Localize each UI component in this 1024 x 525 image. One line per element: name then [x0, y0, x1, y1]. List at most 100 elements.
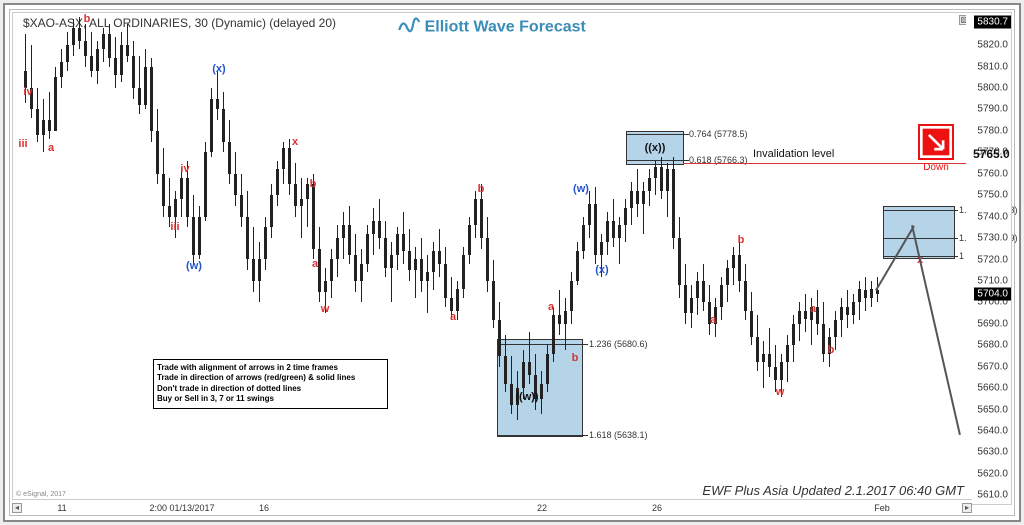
candle — [799, 302, 800, 341]
wave-label: b — [828, 344, 835, 356]
wave-label: a — [450, 311, 456, 323]
candle — [565, 298, 566, 349]
candle — [229, 120, 230, 184]
scroll-left-icon[interactable]: ◂ — [12, 503, 22, 513]
candle — [31, 45, 32, 118]
candle — [55, 67, 56, 127]
ytick: 5650.0 — [977, 404, 1008, 415]
candle — [661, 157, 662, 200]
candle — [487, 217, 488, 292]
candle — [385, 221, 386, 277]
scroll-right-icon[interactable]: ▸ — [962, 503, 972, 513]
wave-label: x — [292, 136, 298, 148]
candle — [649, 169, 650, 205]
candle — [577, 242, 578, 285]
candle — [445, 247, 446, 307]
candle — [631, 182, 632, 225]
candle — [289, 139, 290, 195]
wave-label: b — [310, 178, 317, 190]
candle — [475, 191, 476, 238]
candle — [361, 249, 362, 303]
candle — [37, 88, 38, 142]
candle — [643, 182, 644, 233]
wave-label: (x) — [212, 63, 225, 75]
wave-label: w — [776, 386, 785, 398]
ytick: 5710.0 — [977, 275, 1008, 286]
candle — [823, 302, 824, 362]
candle — [73, 19, 74, 55]
candle — [355, 234, 356, 292]
wave-label: (w) — [573, 183, 589, 195]
candle — [865, 277, 866, 311]
candle — [427, 255, 428, 313]
candle — [235, 152, 236, 206]
x-axis: ◂ ▸ 112:00 01/13/2017162226Feb — [12, 499, 972, 513]
candle — [319, 227, 320, 302]
wave-label: (w) — [186, 260, 202, 272]
candle — [97, 41, 98, 84]
wave-label: ((x)) — [645, 142, 666, 154]
candle — [145, 49, 146, 109]
candle — [151, 58, 152, 142]
candle — [163, 148, 164, 217]
candle — [841, 298, 842, 337]
esignal-copyright: © eSignal, 2017 — [16, 491, 66, 498]
candle — [85, 24, 86, 67]
candle — [619, 217, 620, 264]
candle — [439, 229, 440, 276]
ytick: 5610.0 — [977, 490, 1008, 501]
fib-label: 0.764 (5778.5) — [689, 129, 748, 139]
chart-frame: $XAO-ASX, ALL ORDINARIES, 30 (Dynamic) (… — [3, 3, 1021, 522]
candle — [607, 212, 608, 255]
candle — [379, 199, 380, 248]
ytick: 5690.0 — [977, 318, 1008, 329]
candle — [685, 264, 686, 324]
ytick: 5620.0 — [977, 468, 1008, 479]
candle — [433, 242, 434, 289]
wave-label: a — [710, 314, 716, 326]
xtick: Feb — [874, 503, 890, 513]
candle — [217, 71, 218, 120]
xtick: 16 — [259, 503, 269, 513]
fib-line — [883, 238, 958, 239]
candle — [589, 191, 590, 238]
ytick: 5800.0 — [977, 83, 1008, 94]
logo: Elliott Wave Forecast — [398, 16, 586, 39]
candle — [115, 37, 116, 88]
fib-line — [883, 210, 958, 211]
candle — [61, 49, 62, 88]
price-bubble: 5830.7 — [974, 16, 1011, 29]
candle — [625, 199, 626, 242]
chart-plot-area[interactable]: $XAO-ASX, ALL ORDINARIES, 30 (Dynamic) (… — [12, 12, 972, 505]
candle — [271, 184, 272, 238]
candle — [421, 238, 422, 292]
candle — [127, 24, 128, 63]
ytick: 5680.0 — [977, 340, 1008, 351]
candle — [847, 290, 848, 329]
candle — [199, 206, 200, 260]
candle — [727, 260, 728, 303]
wave-label: b — [478, 183, 485, 195]
candle — [457, 281, 458, 320]
candle — [493, 260, 494, 329]
fib-label: 1.618 (5638.1) — [589, 430, 648, 440]
wave-logo-icon — [398, 16, 420, 39]
candle — [193, 195, 194, 264]
candle — [49, 92, 50, 139]
candle — [553, 307, 554, 363]
ytick: 5730.0 — [977, 233, 1008, 244]
candle — [469, 217, 470, 264]
ytick: 5760.0 — [977, 168, 1008, 179]
candle — [871, 281, 872, 307]
candle — [763, 341, 764, 388]
ytick: 5790.0 — [977, 104, 1008, 115]
candle — [223, 92, 224, 152]
candle — [709, 285, 710, 334]
fib-line — [497, 344, 588, 345]
candle — [211, 88, 212, 157]
candle — [859, 281, 860, 320]
candle — [595, 187, 596, 264]
candle — [853, 294, 854, 324]
fib-line — [626, 134, 689, 135]
candle — [295, 163, 296, 217]
